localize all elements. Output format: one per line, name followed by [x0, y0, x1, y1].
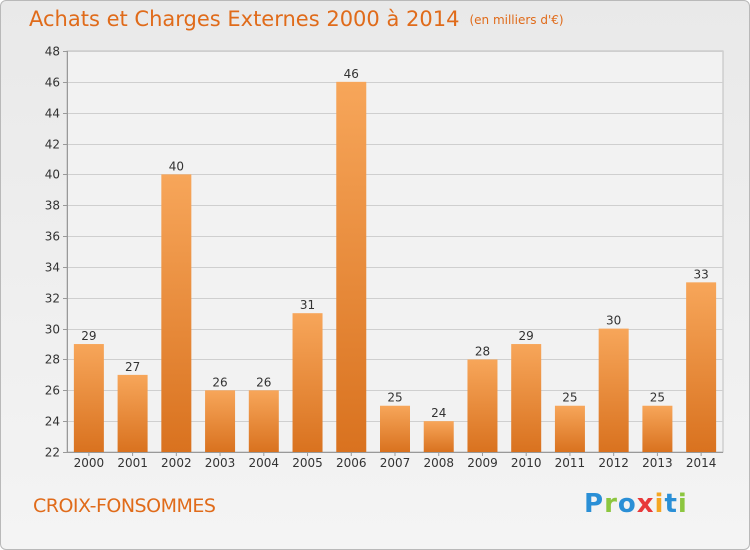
title-unit: (en milliers d'€) [469, 13, 564, 27]
y-tick-label: 48 [45, 45, 60, 59]
x-tick-label: 2007 [380, 456, 411, 470]
y-tick-label: 44 [45, 107, 60, 121]
title-text: Achats et Charges Externes 2000 à 2014 [29, 7, 460, 31]
data-label: 26 [212, 375, 227, 389]
data-label: 25 [562, 391, 577, 405]
logo-letter: i [654, 489, 665, 519]
data-label: 31 [300, 298, 315, 312]
x-tick-label: 2014 [686, 456, 717, 470]
bar [336, 81, 367, 452]
logo-letter: t [664, 489, 678, 519]
x-tick-label: 2000 [74, 456, 105, 470]
x-tick-label: 2010 [511, 456, 542, 470]
proxiti-logo: Proxiti [584, 489, 688, 519]
x-tick-label: 2004 [249, 456, 280, 470]
bar [554, 405, 585, 452]
x-tick-label: 2009 [467, 456, 498, 470]
bar [117, 374, 148, 452]
data-label: 29 [81, 329, 96, 343]
data-label: 33 [693, 267, 708, 281]
data-label: 46 [344, 67, 359, 81]
chart-title: Achats et Charges Externes 2000 à 2014 (e… [29, 7, 564, 31]
y-tick-label: 38 [45, 199, 60, 213]
y-tick-label: 46 [45, 76, 60, 90]
data-label: 27 [125, 360, 140, 374]
bar [205, 390, 236, 452]
x-tick-label: 2002 [161, 456, 192, 470]
logo-letter: r [604, 489, 618, 519]
data-label: 25 [650, 391, 665, 405]
bar [161, 174, 192, 452]
y-tick-label: 26 [45, 384, 60, 398]
y-tick-label: 22 [45, 446, 60, 460]
bar [686, 282, 717, 452]
data-label: 25 [387, 391, 402, 405]
y-tick-label: 40 [45, 168, 60, 182]
x-tick-label: 2011 [555, 456, 586, 470]
y-tick-label: 42 [45, 138, 60, 152]
bar [248, 390, 279, 452]
logo-letter: P [584, 489, 605, 519]
x-tick-label: 2006 [336, 456, 367, 470]
x-tick-label: 2008 [423, 456, 454, 470]
x-tick-label: 2013 [642, 456, 673, 470]
data-label: 40 [169, 159, 184, 173]
x-tick-label: 2005 [292, 456, 323, 470]
bar [511, 344, 542, 452]
y-tick-label: 32 [45, 292, 60, 306]
bar [467, 359, 498, 452]
commune-name: CROIX-FONSOMMES [33, 495, 216, 517]
x-tick-label: 2012 [598, 456, 629, 470]
bar [642, 405, 673, 452]
logo-letter: o [617, 489, 637, 519]
data-label: 29 [519, 329, 534, 343]
data-label: 26 [256, 375, 271, 389]
x-tick-label: 2001 [117, 456, 148, 470]
logo-letter: i [677, 489, 688, 519]
y-tick-label: 24 [45, 415, 60, 429]
data-label: 24 [431, 406, 446, 420]
bar [423, 421, 454, 452]
x-tick-label: 2003 [205, 456, 236, 470]
y-tick-label: 36 [45, 230, 60, 244]
bar [380, 405, 410, 452]
data-label: 30 [606, 314, 621, 328]
y-tick-label: 28 [45, 353, 60, 367]
bar [73, 344, 104, 452]
bar [598, 328, 629, 452]
bar [292, 313, 323, 452]
y-tick-label: 34 [45, 261, 60, 275]
data-label: 28 [475, 344, 490, 358]
y-tick-label: 30 [45, 323, 60, 337]
logo-letter: x [636, 489, 655, 519]
